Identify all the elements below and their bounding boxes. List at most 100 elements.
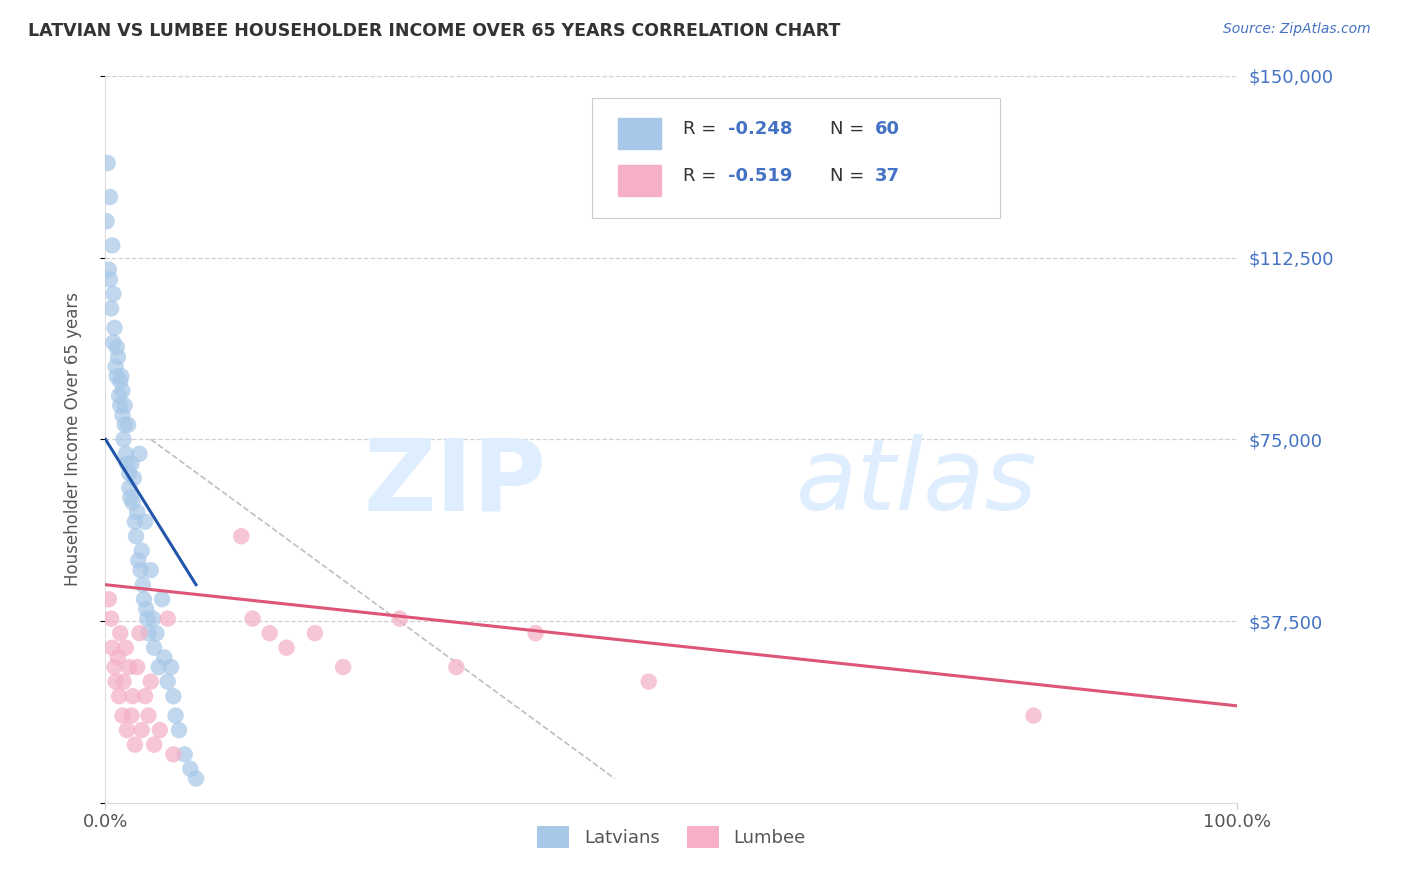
Point [112,432,135,446]
Point [129,563,152,577]
Point [231,529,253,543]
Point [111,408,134,422]
Point [173,747,195,762]
Point [156,612,179,626]
Point [446,660,468,674]
Point [105,369,128,384]
Point [259,626,281,640]
Point [1022,708,1045,723]
Point [111,708,134,723]
FancyBboxPatch shape [619,118,661,149]
Point [110,369,132,384]
Point [98,272,121,286]
Point [135,602,157,616]
Point [127,660,149,674]
Point [103,335,125,350]
Point [153,650,176,665]
Point [120,491,142,505]
Point [138,708,160,723]
Point [103,287,125,301]
Point [184,772,207,786]
Point [143,738,166,752]
Point [156,674,179,689]
Point [111,384,134,398]
Point [108,626,131,640]
Text: -0.519: -0.519 [728,167,793,186]
Point [108,398,131,412]
Point [115,723,138,737]
Point [118,660,141,674]
Point [114,398,136,412]
Point [127,505,149,519]
Point [114,417,136,432]
Point [276,640,298,655]
Point [107,650,129,665]
Point [179,762,201,776]
Point [105,340,128,354]
Point [149,723,172,737]
Point [150,592,173,607]
Point [114,447,136,461]
Point [131,543,153,558]
Text: ZIP: ZIP [364,434,547,532]
Point [242,612,264,626]
Point [107,350,129,364]
Point [100,612,122,626]
Point [165,708,187,723]
Point [142,612,165,626]
Point [388,612,411,626]
Point [104,359,127,374]
FancyBboxPatch shape [592,97,1000,218]
Point [108,374,131,388]
Point [121,457,143,471]
Point [134,689,156,703]
Point [114,640,136,655]
Point [97,156,120,170]
Point [132,578,155,592]
Point [121,495,143,509]
FancyBboxPatch shape [619,165,661,195]
Text: -0.248: -0.248 [728,120,793,138]
Text: 60: 60 [875,120,900,138]
Point [136,612,159,626]
Point [134,515,156,529]
Point [127,553,149,567]
Point [304,626,326,640]
Point [125,529,148,543]
Point [145,626,167,640]
Point [112,674,135,689]
Point [118,481,141,495]
Point [139,563,162,577]
Point [103,660,125,674]
Text: R =: R = [683,120,721,138]
Text: LATVIAN VS LUMBEE HOUSEHOLDER INCOME OVER 65 YEARS CORRELATION CHART: LATVIAN VS LUMBEE HOUSEHOLDER INCOME OVE… [28,22,841,40]
Point [121,689,143,703]
Point [108,389,131,403]
Point [124,738,146,752]
Point [103,321,125,335]
Point [162,747,184,762]
Text: R =: R = [683,167,721,186]
Text: N =: N = [830,167,870,186]
Point [115,457,138,471]
Point [131,723,153,737]
Point [138,626,160,640]
Y-axis label: Householder Income Over 65 years: Householder Income Over 65 years [63,293,82,586]
Text: 37: 37 [875,167,900,186]
Point [96,214,118,228]
Legend: Latvians, Lumbee: Latvians, Lumbee [530,819,813,855]
Text: N =: N = [830,120,870,138]
Point [97,262,120,277]
Point [167,723,190,737]
Point [148,660,170,674]
Point [128,447,150,461]
Point [100,301,122,316]
Point [139,674,162,689]
Point [118,467,141,481]
Point [524,626,547,640]
Point [117,417,139,432]
Point [101,238,124,252]
Point [128,626,150,640]
Point [132,592,155,607]
Point [143,640,166,655]
